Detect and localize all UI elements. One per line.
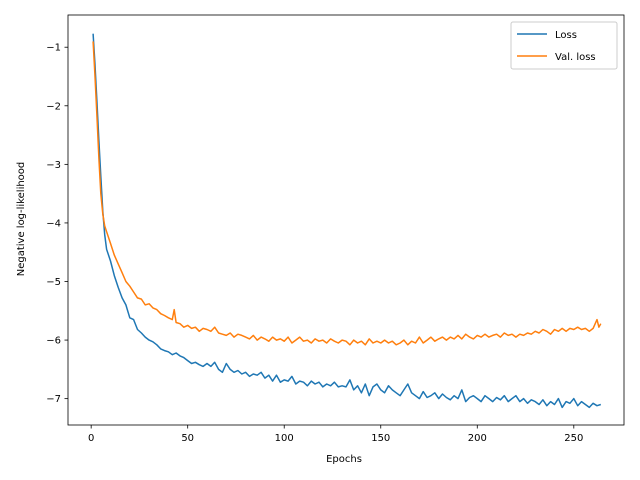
y-tick-label: −2	[46, 101, 61, 112]
y-tick-label: −1	[46, 43, 61, 54]
x-tick-label: 250	[564, 433, 583, 444]
y-tick-label: −5	[46, 277, 61, 288]
x-tick-label: 200	[468, 433, 487, 444]
legend: Loss Val. loss	[510, 21, 618, 70]
series-layer	[92, 33, 602, 409]
y-tick-label: −4	[46, 218, 61, 229]
x-axis-label: Epochs	[326, 454, 362, 465]
x-tick-label: 50	[181, 433, 194, 444]
x-tick-label: 0	[88, 433, 94, 444]
y-tick-label: −3	[46, 160, 61, 171]
y-axis-label: Negative log-likelihood	[16, 162, 27, 277]
series-line-0	[92, 33, 602, 409]
y-tick-label: −7	[46, 394, 61, 405]
series-line-1	[92, 41, 602, 346]
legend-label-loss: Loss	[555, 30, 577, 41]
y-tick-label: −6	[46, 336, 61, 347]
plot-area	[68, 15, 624, 425]
legend-label-val-loss: Val. loss	[555, 52, 596, 63]
axes-frame	[67, 14, 625, 426]
axes-layer: 0 50 100 150 200 250 −1 −2 −3 −4 −5 −6 −7	[46, 14, 625, 444]
x-tick-label: 150	[371, 433, 390, 444]
x-tick-label: 100	[275, 433, 294, 444]
